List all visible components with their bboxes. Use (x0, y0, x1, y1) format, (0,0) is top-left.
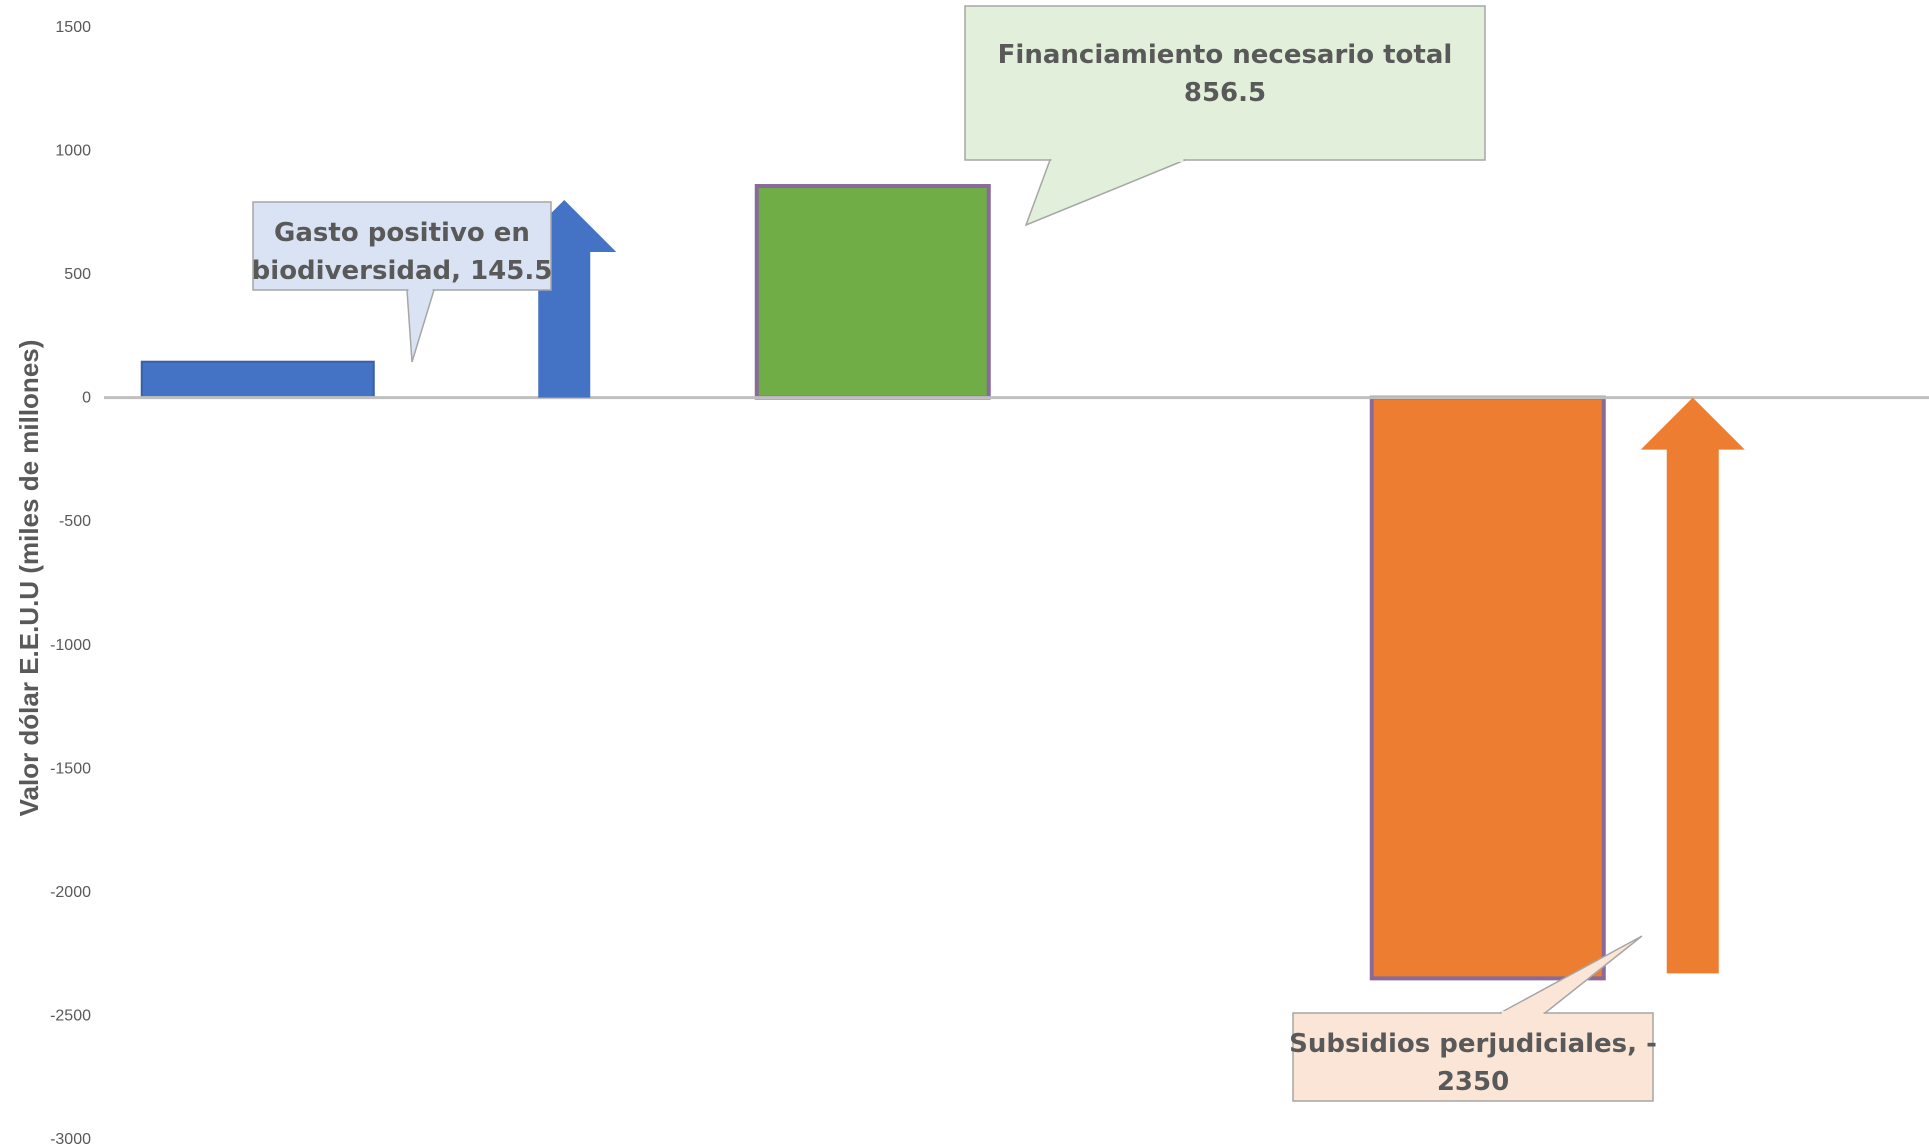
callout-label-line1: Gasto positivo en (274, 218, 530, 248)
y-tick-label: -1500 (50, 760, 91, 777)
y-tick-label: -2500 (50, 1007, 91, 1024)
callout-pointer (1026, 160, 1185, 225)
callout-label-line2: 2350 (1437, 1067, 1509, 1097)
y-tick-label: 1000 (55, 143, 91, 160)
y-tick-label: 0 (82, 390, 91, 407)
up-arrow-icon (1641, 398, 1745, 974)
callout-seam (1052, 158, 1184, 162)
callout-pointer (407, 290, 434, 362)
bar (1372, 398, 1604, 979)
callout-label-line2: 856.5 (1184, 78, 1266, 108)
y-tick-label: -1000 (50, 637, 91, 654)
y-tick-label: -2000 (50, 884, 91, 901)
bar (757, 186, 989, 398)
callout-label-line2: biodiversidad, 145.5 (252, 256, 553, 286)
callout-label-line1: Financiamiento necesario total (998, 40, 1453, 70)
y-tick-label: -3000 (50, 1131, 91, 1146)
y-axis-label: Valor dólar E.E.U.U (miles de millones) (14, 340, 44, 817)
callout-seam (409, 288, 433, 292)
bar (142, 362, 374, 398)
y-tick-label: 500 (64, 266, 91, 283)
callout-label-line1: Subsidios perjudiciales, - (1289, 1029, 1657, 1059)
callout-seam (1502, 1011, 1544, 1015)
y-tick-label: -500 (59, 513, 91, 530)
y-tick-label: 1500 (55, 19, 91, 36)
